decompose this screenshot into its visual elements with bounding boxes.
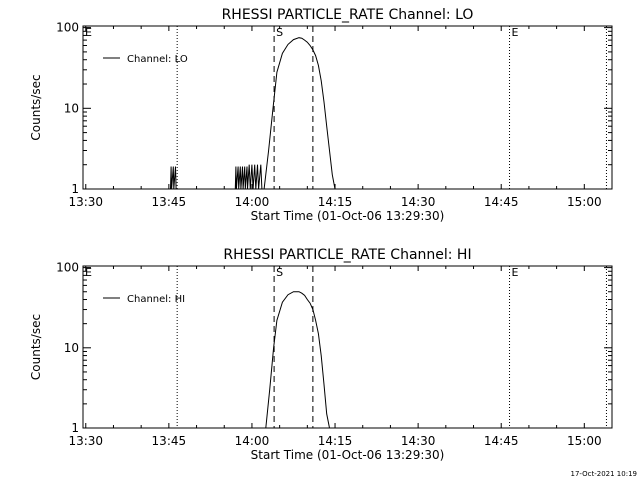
x-tick-label: 13:45 (152, 434, 187, 448)
plot-frame (82, 265, 613, 429)
timestamp: 17-Oct-2021 10:19 (571, 470, 637, 478)
x-tick-label: 15:00 (567, 434, 602, 448)
x-tick-label: 13:30 (68, 434, 103, 448)
chart-title: RHESSI PARTICLE_RATE Channel: LO (222, 7, 474, 23)
marker-label: S (276, 26, 283, 39)
x-tick-label: 14:00 (235, 195, 270, 209)
x-axis-label: Start Time (01-Oct-06 13:29:30) (251, 209, 445, 223)
series-line (265, 291, 330, 429)
marker-label: E (85, 266, 92, 279)
panel-hi: RHESSI PARTICLE_RATE Channel: HI 13:30 13:… (29, 247, 613, 462)
series-line (170, 37, 336, 190)
x-tick-label: 14:45 (484, 434, 519, 448)
y-tick-label: 100 (56, 261, 79, 275)
panel-lo: RHESSI PARTICLE_RATE Channel: LO 13:30 13:… (29, 7, 613, 223)
x-tick-label: 14:15 (318, 434, 353, 448)
marker-label: E (512, 26, 519, 39)
y-axis-label: Counts/sec (29, 74, 43, 140)
y-tick-label: 10 (64, 101, 79, 115)
x-axis-label: Start Time (01-Oct-06 13:29:30) (251, 448, 445, 462)
x-tick-label: 14:00 (235, 434, 270, 448)
y-tick-label: 1 (71, 421, 79, 435)
x-tick-label: 14:45 (484, 195, 519, 209)
x-tick-label: 14:30 (401, 195, 436, 209)
marker-label: E (512, 266, 519, 279)
y-axis-label: Counts/sec (29, 314, 43, 380)
legend-label: Channel: LO (127, 54, 188, 65)
plot-frame (82, 25, 613, 190)
y-tick-label: 100 (56, 21, 79, 35)
x-tick-label: 14:30 (401, 434, 436, 448)
chart-title: RHESSI PARTICLE_RATE Channel: HI (223, 247, 471, 263)
y-tick-label: 1 (71, 182, 79, 196)
marker-label: S (276, 266, 283, 279)
legend-label: Channel: HI (127, 294, 185, 305)
x-tick-label: 13:30 (68, 195, 103, 209)
x-tick-label: 13:45 (152, 195, 187, 209)
x-tick-label: 15:00 (567, 195, 602, 209)
y-tick-label: 10 (64, 341, 79, 355)
x-tick-label: 14:15 (318, 195, 353, 209)
marker-label: E (85, 26, 92, 39)
